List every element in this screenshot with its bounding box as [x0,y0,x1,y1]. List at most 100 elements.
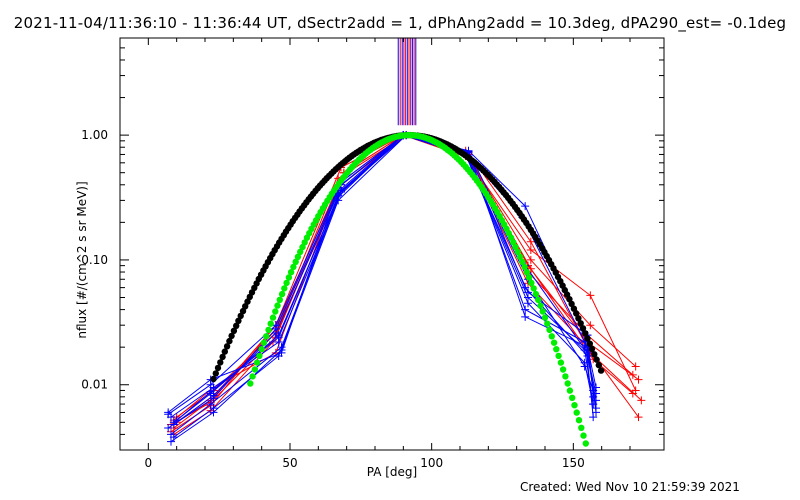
fit-black-point [595,361,602,369]
series-point [526,246,535,255]
fit-black-point [230,327,238,334]
series-point [164,410,173,419]
fit-black-point [568,300,575,308]
x-axis-label: PA [deg] [367,465,417,479]
fit-green-point [514,248,521,256]
fit-green-point [541,314,549,321]
y-tick-label: 1.00 [81,128,108,142]
series-line [173,134,597,423]
y-tick-label: 0.10 [81,253,108,267]
fit-green-point [294,253,302,260]
fit-black-point [219,353,226,361]
fit-green-point [580,432,587,439]
y-axis-label: nflux [#/(cm^2 s sr MeV)] [75,181,89,338]
fit-green-point [281,285,288,292]
fit-green-point [575,417,583,424]
series-point [634,375,643,384]
fit-green-point [548,333,555,340]
fit-green-point [258,346,265,353]
fit-black-point [575,315,582,322]
fit-green-point [546,326,553,334]
fit-green-point [550,339,558,346]
fit-green-point [251,366,259,373]
fit-green-point [530,285,537,292]
series-line [173,134,637,435]
fit-black-point [573,310,580,317]
fit-black-point [214,364,222,372]
fit-green-point [553,346,560,353]
fit-green-point [512,243,519,251]
fit-green-point [287,269,295,276]
fit-green-point [274,302,281,309]
fit-green-point [292,258,299,265]
fit-green-point [573,409,580,416]
fit-green-point [559,366,567,373]
series-line [176,134,642,423]
fit-green-point [256,352,263,360]
fit-black-point [235,317,242,324]
fit-green-point [523,269,531,276]
fit-green-point [528,279,535,287]
series-point [274,351,283,360]
fit-green-point [285,274,293,281]
fit-green-point [544,320,551,327]
fit-green-point [571,402,578,409]
fit-black-point [233,322,240,329]
fit-green-point [247,380,254,387]
series-point [167,437,175,446]
fit-green-point [555,352,562,360]
vertical-lines-group [397,38,417,126]
fit-green-point [578,424,585,431]
fit-green-point [253,359,261,366]
fit-green-point [516,253,524,260]
plot-frame [119,37,665,451]
series-point [209,391,218,400]
fit-black-point [237,312,244,320]
series-point [169,420,178,429]
series-point [637,396,646,405]
series-point [583,351,592,360]
fit-black-point [593,356,600,363]
series-point [592,404,600,413]
fit-green-point [290,263,297,271]
series-point [521,202,530,211]
fit-green-point [297,248,304,256]
x-tick-label: 150 [562,456,585,470]
series-point [334,189,343,198]
fit-black-point [223,343,231,350]
fit-green-point [566,387,574,394]
series-point [586,321,595,330]
fit-black-point [221,348,228,355]
created-timestamp: Created: Wed Nov 10 21:59:39 2021 [520,480,740,494]
fit-green-point [269,314,277,321]
ticks-group: 0 50 100 150 0.01 0.10 1.00 [81,37,664,470]
series-point [277,345,286,354]
fit-black-point [228,332,235,340]
fit-curves-group [210,131,605,447]
fit-green-point [535,296,542,303]
series-point [526,264,535,273]
series-point [524,293,532,302]
fit-green-point [539,308,546,315]
fit-green-point [276,296,283,303]
x-tick-label: 100 [420,456,443,470]
series-line [173,134,634,429]
fit-green-point [278,290,286,298]
fit-black-point [212,370,219,377]
series-point [586,291,595,300]
fit-green-point [260,339,268,346]
fit-green-point [267,320,274,327]
series-point [526,255,535,264]
chart-title: 2021-11-04/11:36:10 - 11:36:44 UT, dSect… [13,14,787,32]
fit-green-point [272,308,279,315]
fit-black-point [226,337,233,345]
series-point [274,333,283,342]
fit-green-point [521,263,528,271]
fit-black-point [239,307,247,315]
series-point [271,328,280,337]
series-point [526,237,535,246]
series-point [164,424,173,433]
fit-black-point [582,330,589,337]
series-point [631,362,640,371]
